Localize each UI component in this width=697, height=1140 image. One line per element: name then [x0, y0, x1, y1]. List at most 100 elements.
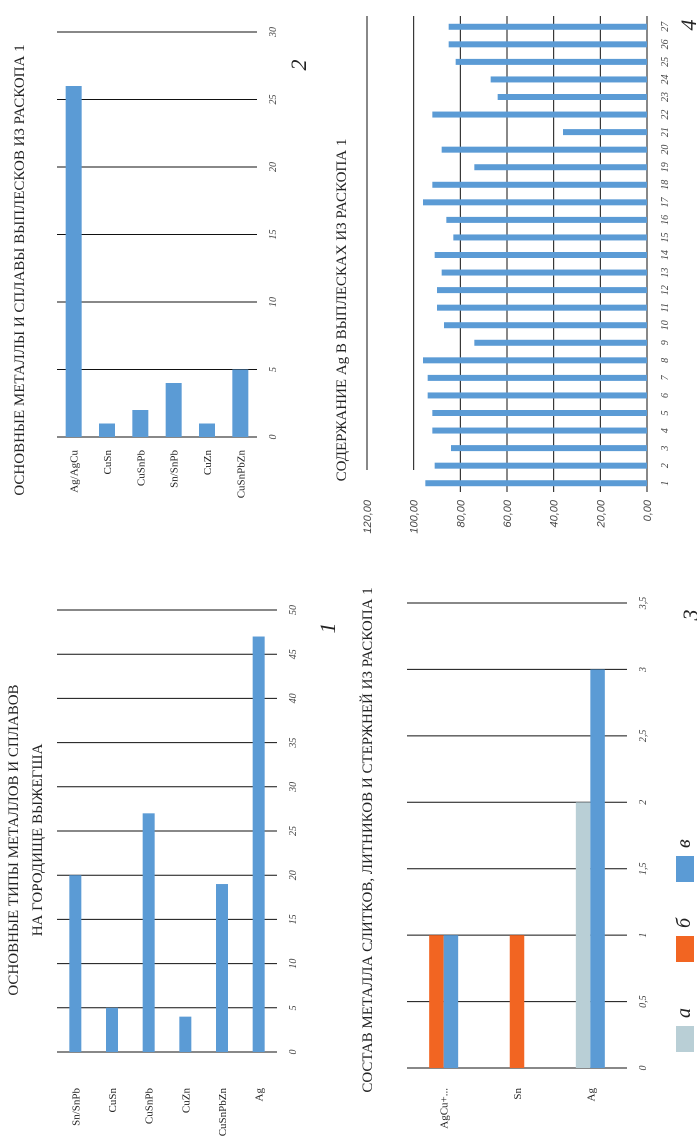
figure-number: 2 — [286, 60, 311, 71]
tick-label: 15 — [288, 914, 299, 924]
category-label: CuSnPbZn — [217, 1088, 229, 1137]
bar — [444, 322, 647, 329]
figure-number: 3 — [678, 610, 697, 622]
category-label: 26 — [660, 39, 671, 49]
tick-label: 0 — [268, 435, 279, 440]
category-label: CuZn — [202, 450, 214, 476]
category-label: 21 — [660, 127, 671, 137]
bar — [432, 410, 648, 416]
bar — [165, 383, 182, 437]
tick-label: 35 — [288, 738, 299, 749]
bar — [423, 357, 647, 364]
category-label: 13 — [660, 268, 671, 278]
bar — [455, 58, 647, 65]
bar — [132, 410, 149, 437]
category-label: 3 — [660, 446, 671, 452]
bar — [563, 129, 647, 136]
legend-label: б — [673, 917, 695, 928]
tick-label: 2 — [638, 800, 649, 805]
bar — [427, 392, 647, 399]
category-label: 14 — [660, 250, 671, 260]
tick-label: 40 — [288, 693, 299, 703]
bar — [232, 369, 249, 437]
figure-number: 4 — [676, 20, 697, 31]
tick-label: 2,5 — [638, 730, 649, 743]
category-label: Ag — [585, 1088, 597, 1102]
legend-swatch — [676, 936, 694, 962]
category-label: 19 — [660, 162, 671, 172]
chart2: ОСНОВНЫЕ МЕТАЛЛЫ И СПЛАВЫ ВЫПЛЕСКОВ ИЗ Р… — [12, 27, 311, 498]
bar — [497, 94, 647, 100]
bar-blue — [443, 935, 459, 1068]
tick-label: 0 — [638, 1066, 649, 1071]
tick-label: 20 — [268, 162, 279, 172]
chart-title: НА ГОРОДИЩЕ ВЫЖЕГША — [30, 744, 46, 937]
tick-label: 30 — [288, 782, 299, 793]
tick-label: 10 — [288, 959, 299, 969]
chart-title: ОСНОВНЫЕ МЕТАЛЛЫ И СПЛАВЫ ВЫПЛЕСКОВ ИЗ Р… — [12, 44, 28, 495]
category-label: Sn — [512, 1088, 524, 1100]
category-label: AgCu+... — [439, 1088, 451, 1129]
tick-label: 1,5 — [638, 862, 649, 875]
bar — [434, 252, 647, 258]
category-label: 23 — [660, 92, 671, 102]
bar — [252, 636, 265, 1052]
category-label: Ag — [254, 1088, 266, 1102]
chart1: ОСНОВНЫЕ ТИПЫ МЕТАЛЛОВ И СПЛАВОВ НА ГОРОД… — [6, 605, 340, 1136]
bar — [490, 76, 647, 83]
tick-label: 0,00 — [642, 499, 654, 521]
bar — [106, 1007, 118, 1052]
bar — [432, 181, 648, 188]
tick-label: 20,00 — [595, 499, 607, 528]
category-label: 24 — [660, 74, 671, 84]
tick-label: 25 — [288, 826, 299, 836]
category-label: 12 — [660, 285, 671, 295]
bar — [441, 146, 647, 153]
bar — [448, 41, 647, 48]
chart-title: СОДЕРЖАНИЕ Ag В ВЫПЛЕСКАХ ИЗ РАСКОПА 1 — [334, 139, 350, 482]
legend-swatch — [676, 856, 694, 882]
bar — [179, 1016, 192, 1052]
tick-label: 15 — [268, 230, 279, 240]
category-label: CuSnPb — [135, 450, 147, 487]
bar-orange — [509, 935, 525, 1068]
category-label: 15 — [660, 232, 671, 242]
bar — [65, 86, 82, 437]
bar-blue — [590, 669, 605, 1068]
category-label: 7 — [660, 374, 671, 380]
bar-orange — [429, 935, 444, 1068]
category-label: 8 — [660, 358, 671, 363]
legend-label: в — [673, 839, 695, 848]
tick-label: 10 — [268, 297, 279, 307]
chart-title: ОСНОВНЫЕ ТИПЫ МЕТАЛЛОВ И СПЛАВОВ — [6, 684, 22, 995]
tick-label: 0,5 — [638, 995, 649, 1008]
category-label: Sn/SnPb — [169, 450, 181, 488]
tick-label: 3,5 — [638, 597, 649, 611]
bar — [432, 427, 648, 434]
tick-label: 100,00 — [409, 499, 421, 534]
category-label: 2 — [660, 463, 671, 468]
bar — [453, 234, 648, 241]
chart-title: СОСТАВ МЕТАЛЛА СЛИТКОВ, ЛИТНИКОВ И СТЕРЖ… — [359, 587, 376, 1092]
bar — [441, 269, 647, 276]
tick-label: 1 — [638, 933, 649, 938]
bar — [434, 462, 647, 469]
category-label: CuSnPbZn — [235, 450, 247, 499]
tick-label: 30 — [268, 27, 279, 38]
tick-label: 80,00 — [455, 499, 467, 527]
category-label: 1 — [660, 481, 671, 486]
category-label: 18 — [660, 180, 671, 190]
category-label: 9 — [660, 340, 671, 345]
category-label: 10 — [660, 320, 671, 330]
bar — [432, 111, 648, 118]
tick-label: 50 — [288, 605, 299, 615]
bar — [451, 445, 647, 452]
category-label: CuSn — [102, 450, 114, 475]
bar-grey — [575, 802, 591, 1068]
category-label: 6 — [660, 393, 671, 398]
category-label: 22 — [660, 110, 671, 120]
tick-label: 40,00 — [549, 499, 561, 527]
tick-label: 25 — [268, 95, 279, 105]
category-label: 17 — [660, 196, 671, 207]
